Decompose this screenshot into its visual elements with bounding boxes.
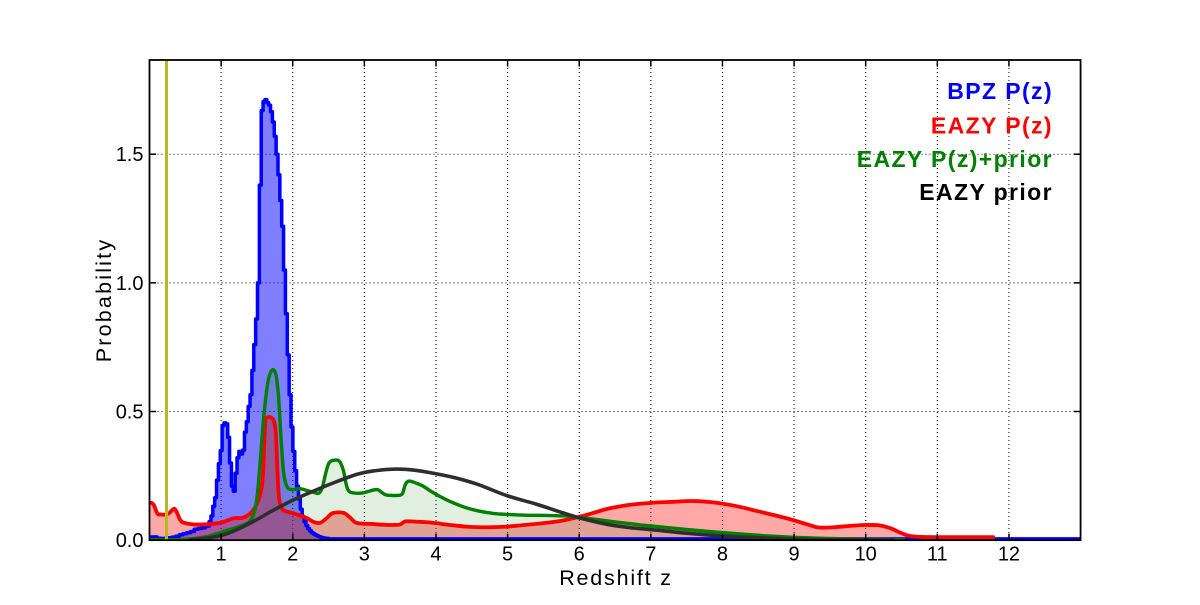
svg-text:BPZ P(z): BPZ P(z) [947, 78, 1053, 104]
svg-text:7: 7 [645, 544, 656, 566]
svg-text:11: 11 [927, 544, 948, 566]
svg-text:Redshift z: Redshift z [559, 566, 673, 590]
svg-text:5: 5 [502, 544, 513, 566]
svg-text:12: 12 [998, 544, 1020, 566]
svg-text:9: 9 [789, 544, 800, 566]
svg-text:Probability: Probability [92, 238, 116, 363]
svg-text:EAZY P(z)+prior: EAZY P(z)+prior [857, 146, 1053, 172]
svg-text:4: 4 [430, 544, 441, 566]
svg-text:8: 8 [717, 544, 728, 566]
svg-text:0.5: 0.5 [116, 402, 144, 424]
svg-text:0.0: 0.0 [116, 530, 144, 552]
svg-text:3: 3 [359, 544, 370, 566]
svg-text:1.5: 1.5 [116, 144, 144, 166]
svg-text:10: 10 [855, 544, 877, 566]
svg-text:EAZY prior: EAZY prior [919, 179, 1053, 205]
svg-text:EAZY P(z): EAZY P(z) [931, 113, 1053, 139]
svg-text:1: 1 [216, 544, 227, 566]
svg-text:6: 6 [574, 544, 585, 566]
svg-text:1.0: 1.0 [116, 273, 144, 295]
svg-text:2: 2 [287, 544, 298, 566]
